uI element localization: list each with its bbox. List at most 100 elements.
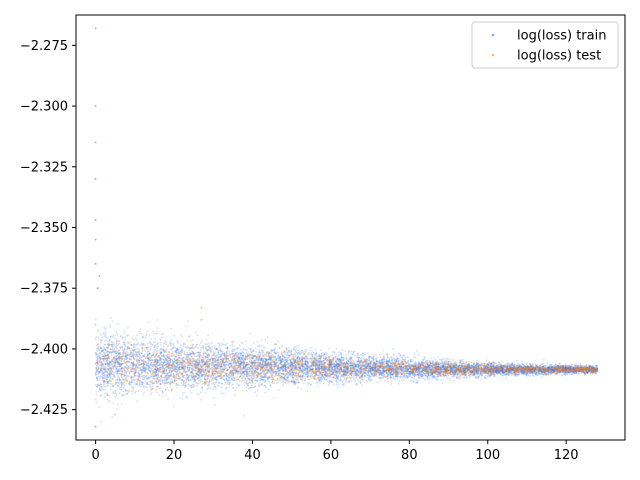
- train-point: [265, 386, 267, 388]
- train-point: [274, 347, 277, 350]
- train-point: [150, 356, 153, 359]
- train-point: [259, 374, 262, 377]
- train-point: [533, 367, 536, 369]
- train-point: [450, 369, 452, 372]
- train-point: [144, 336, 147, 339]
- train-point: [449, 368, 452, 370]
- train-point: [153, 358, 156, 361]
- train-point: [245, 365, 248, 368]
- train-point: [422, 372, 425, 374]
- train-point: [162, 361, 165, 363]
- train-point: [591, 368, 593, 371]
- train-point: [96, 362, 99, 365]
- train-point: [106, 357, 109, 360]
- train-point: [458, 360, 461, 362]
- train-point: [217, 342, 220, 345]
- train-point: [219, 347, 221, 349]
- train-point: [423, 372, 426, 375]
- train-point: [190, 371, 193, 373]
- train-point: [492, 364, 495, 367]
- train-point: [516, 374, 519, 377]
- train-point: [248, 360, 251, 362]
- train-point: [357, 356, 360, 359]
- train-point: [427, 375, 430, 377]
- train-point: [523, 370, 525, 372]
- train-point: [394, 364, 397, 367]
- train-point: [539, 370, 542, 373]
- train-point: [188, 336, 191, 338]
- train-point: [134, 366, 137, 368]
- train-point: [487, 366, 490, 369]
- train-point: [492, 369, 495, 371]
- train-point: [376, 381, 378, 383]
- train-point: [572, 366, 574, 369]
- train-point: [166, 360, 169, 363]
- train-point: [232, 345, 235, 348]
- train-point: [398, 380, 400, 383]
- train-point: [384, 366, 386, 369]
- train-point: [212, 366, 215, 368]
- train-point: [434, 372, 437, 374]
- train-point: [573, 372, 576, 375]
- train-point: [446, 366, 449, 368]
- train-point: [391, 373, 394, 376]
- train-point: [379, 365, 382, 368]
- train-point: [367, 368, 370, 370]
- train-point: [273, 365, 276, 368]
- train-point: [217, 364, 220, 367]
- train-point: [401, 370, 404, 372]
- train-point: [310, 347, 312, 349]
- train-point: [315, 367, 317, 370]
- train-point: [312, 358, 315, 360]
- train-point: [130, 381, 132, 384]
- train-point: [355, 370, 357, 372]
- train-point: [248, 347, 251, 350]
- train-point: [266, 342, 269, 344]
- train-point: [301, 371, 304, 373]
- train-point: [96, 347, 98, 350]
- train-point: [144, 380, 147, 382]
- train-point: [492, 369, 494, 372]
- train-point: [295, 366, 298, 369]
- train-point: [234, 389, 237, 392]
- train-point: [129, 341, 132, 344]
- train-point: [345, 381, 348, 384]
- train-point: [508, 365, 511, 367]
- train-point: [367, 378, 370, 381]
- train-point: [163, 354, 165, 357]
- train-point: [349, 356, 352, 359]
- train-point: [533, 368, 536, 371]
- train-point: [400, 356, 402, 359]
- train-point: [292, 381, 295, 384]
- train-point: [350, 364, 352, 367]
- train-point: [330, 381, 333, 383]
- train-point: [259, 345, 261, 348]
- train-point: [428, 381, 430, 384]
- train-point: [442, 379, 445, 381]
- train-point: [450, 367, 452, 369]
- train-point: [512, 366, 515, 369]
- train-point: [101, 353, 104, 356]
- train-point: [539, 364, 541, 367]
- train-point: [335, 369, 337, 372]
- train-point: [252, 349, 254, 352]
- train-point: [558, 370, 561, 373]
- train-point: [420, 370, 423, 373]
- train-point: [490, 365, 493, 367]
- train-point: [133, 367, 136, 370]
- train-point: [335, 372, 338, 374]
- train-point: [574, 368, 577, 371]
- train-point: [197, 363, 200, 365]
- train-point: [237, 357, 240, 360]
- train-point: [556, 368, 559, 371]
- train-point: [283, 373, 286, 376]
- train-point: [168, 378, 171, 381]
- train-point: [546, 362, 549, 365]
- train-point: [411, 360, 414, 363]
- train-point: [121, 382, 124, 385]
- train-point: [527, 367, 530, 369]
- train-point: [225, 377, 228, 380]
- train-point: [449, 360, 452, 363]
- train-point: [326, 374, 329, 377]
- train-point: [117, 344, 120, 346]
